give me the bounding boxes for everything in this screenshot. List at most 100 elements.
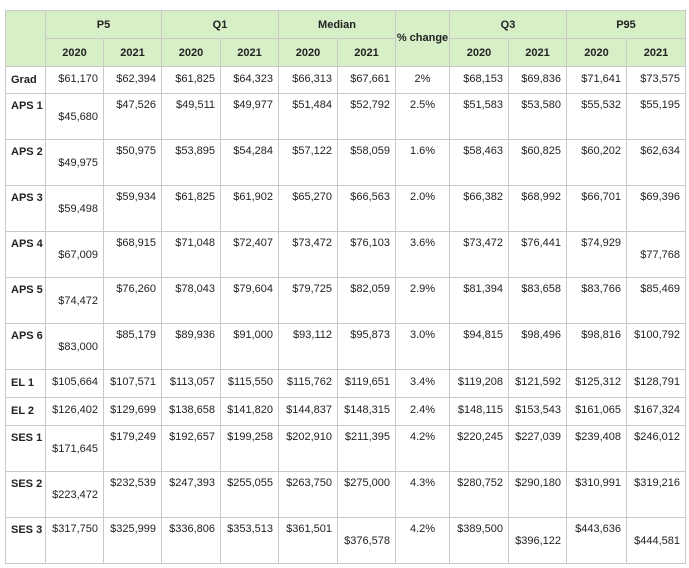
cell-p95-2020: $66,701 — [566, 185, 627, 232]
cell-pct-change: 3.6% — [395, 231, 450, 278]
cell-q3-2020: $94,815 — [449, 323, 509, 370]
cell-med-2020: $79,725 — [278, 277, 338, 324]
cell-p5-2021: $76,260 — [103, 277, 162, 324]
header-row-groups: P5 Q1 Median % change Q3 P95 — [5, 10, 687, 67]
cell-p5-2021: $85,179 — [103, 323, 162, 370]
row-label: APS 4 — [5, 231, 46, 278]
cell-p95-2020: $310,991 — [566, 471, 627, 518]
cell-p95-2021: $85,469 — [625, 277, 687, 324]
cell-q1-2020: $336,806 — [161, 517, 221, 564]
cell-q1-2021: $255,055 — [220, 471, 279, 518]
cell-p5-2021: $62,394 — [103, 66, 162, 94]
cell-q3-2021: $396,122 — [508, 517, 567, 564]
cell-med-2021: $376,578 — [337, 517, 396, 564]
cell-p5-2020: $223,472 — [45, 471, 104, 518]
cell-p5-2021: $107,571 — [103, 369, 162, 398]
cell-q1-2020: $61,825 — [161, 185, 221, 232]
cell-p95-2021: $55,195 — [625, 93, 687, 140]
row-label: APS 1 — [5, 93, 46, 140]
cell-q3-2020: $280,752 — [449, 471, 509, 518]
cell-q3-2020: $81,394 — [449, 277, 509, 324]
cell-q3-2021: $290,180 — [508, 471, 567, 518]
cell-q1-2021: $49,977 — [220, 93, 279, 140]
cell-pct-change: 2.0% — [395, 185, 450, 232]
row-label: APS 3 — [5, 185, 46, 232]
cell-med-2020: $263,750 — [278, 471, 338, 518]
header-year: 2020 — [449, 38, 509, 67]
cell-med-2020: $65,270 — [278, 185, 338, 232]
cell-p5-2020: $61,170 — [45, 66, 104, 94]
row-label: EL 1 — [5, 369, 46, 398]
cell-q3-2020: $389,500 — [449, 517, 509, 564]
cell-p95-2020: $443,636 — [566, 517, 627, 564]
cell-p5-2021: $129,699 — [103, 397, 162, 426]
header-year: 2021 — [508, 38, 567, 67]
row-label: SES 2 — [5, 471, 46, 518]
cell-q3-2021: $68,992 — [508, 185, 567, 232]
cell-p5-2020: $59,498 — [45, 185, 104, 232]
cell-med-2021: $275,000 — [337, 471, 396, 518]
cell-p5-2021: $50,975 — [103, 139, 162, 186]
cell-p95-2021: $319,216 — [625, 471, 687, 518]
cell-med-2021: $66,563 — [337, 185, 396, 232]
row-label: APS 5 — [5, 277, 46, 324]
header-corner — [5, 10, 46, 67]
cell-p5-2021: $232,539 — [103, 471, 162, 518]
cell-p95-2021: $73,575 — [625, 66, 687, 94]
cell-p5-2020: $105,664 — [45, 369, 104, 398]
cell-p5-2021: $179,249 — [103, 425, 162, 472]
header-year: 2020 — [566, 38, 627, 67]
cell-p95-2020: $161,065 — [566, 397, 627, 426]
cell-q1-2020: $89,936 — [161, 323, 221, 370]
cell-med-2021: $82,059 — [337, 277, 396, 324]
header-pct-change: % change — [395, 10, 450, 67]
cell-p95-2021: $444,581 — [625, 517, 687, 564]
table-row: APS 5 $74,472 $76,260 $78,043 $79,604 $79,725… — [5, 277, 687, 324]
cell-q1-2021: $141,820 — [220, 397, 279, 426]
cell-med-2020: $73,472 — [278, 231, 338, 278]
header-year: 2020 — [161, 38, 221, 67]
cell-med-2021: $58,059 — [337, 139, 396, 186]
cell-q1-2021: $61,902 — [220, 185, 279, 232]
cell-p95-2021: $246,012 — [625, 425, 687, 472]
header-q3: Q3 — [449, 10, 567, 39]
cell-med-2021: $148,315 — [337, 397, 396, 426]
table-row: APS 1 $45,680 $47,526 $49,511 $49,977 $51,484… — [5, 93, 687, 140]
cell-p95-2021: $62,634 — [625, 139, 687, 186]
table-row: SES 2 $223,472 $232,539 $247,393 $255,055 $26… — [5, 471, 687, 518]
cell-pct-change: 2% — [395, 66, 450, 94]
header-row-years: 2020 2021 2020 2021 2020 2021 2020 2021 … — [6, 38, 687, 67]
header-median: Median — [278, 10, 396, 39]
cell-p5-2020: $83,000 — [45, 323, 104, 370]
cell-q1-2020: $71,048 — [161, 231, 221, 278]
cell-q1-2021: $115,550 — [220, 369, 279, 398]
cell-p5-2020: $49,975 — [45, 139, 104, 186]
cell-q3-2021: $69,836 — [508, 66, 567, 94]
cell-med-2020: $202,910 — [278, 425, 338, 472]
cell-q3-2020: $68,153 — [449, 66, 509, 94]
cell-med-2020: $51,484 — [278, 93, 338, 140]
header-p5: P5 — [45, 10, 162, 39]
table-row: EL 1 $105,664 $107,571 $113,057 $115,550 $115… — [5, 369, 687, 398]
cell-q1-2020: $61,825 — [161, 66, 221, 94]
header-year: 2020 — [45, 38, 104, 67]
cell-p95-2020: $60,202 — [566, 139, 627, 186]
cell-pct-change: 4.2% — [395, 425, 450, 472]
cell-p5-2020: $67,009 — [45, 231, 104, 278]
cell-pct-change: 2.4% — [395, 397, 450, 426]
cell-p5-2021: $47,526 — [103, 93, 162, 140]
header-year: 2021 — [220, 38, 279, 67]
cell-q1-2020: $138,658 — [161, 397, 221, 426]
table-row: APS 6 $83,000 $85,179 $89,936 $91,000 $93,112… — [5, 323, 687, 370]
cell-q3-2020: $58,463 — [449, 139, 509, 186]
cell-med-2021: $95,873 — [337, 323, 396, 370]
header-year: 2021 — [625, 38, 687, 67]
cell-q3-2020: $220,245 — [449, 425, 509, 472]
cell-q1-2020: $78,043 — [161, 277, 221, 324]
cell-p95-2020: $83,766 — [566, 277, 627, 324]
cell-p95-2020: $125,312 — [566, 369, 627, 398]
cell-q3-2021: $76,441 — [508, 231, 567, 278]
cell-q3-2021: $153,543 — [508, 397, 567, 426]
cell-pct-change: 3.4% — [395, 369, 450, 398]
cell-med-2020: $361,501 — [278, 517, 338, 564]
